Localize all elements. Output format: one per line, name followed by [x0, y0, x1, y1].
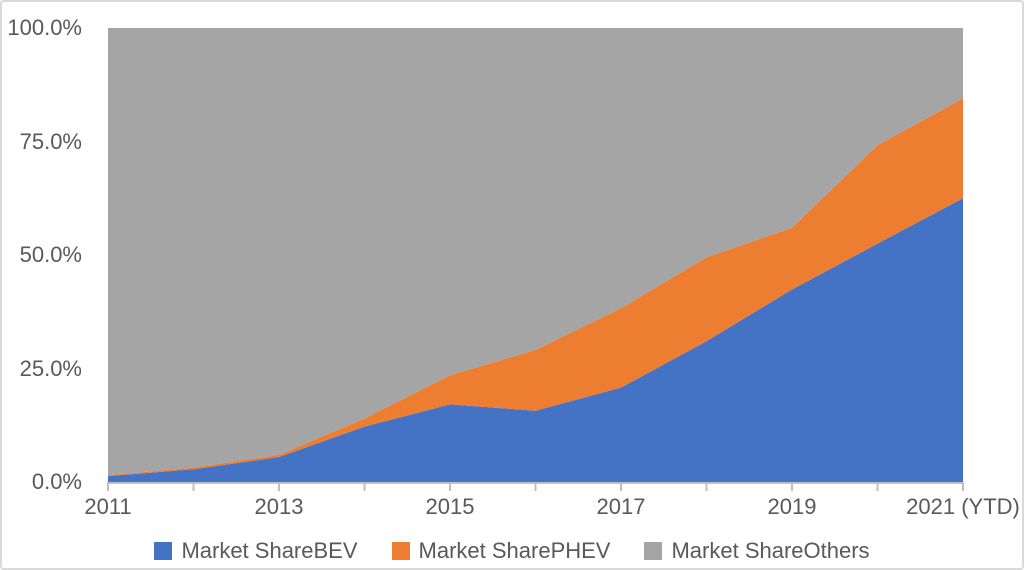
- area-market-sharephev: [108, 98, 963, 477]
- y-axis-tick-label: 25.0%: [19, 355, 82, 381]
- legend-swatch-icon: [644, 542, 663, 560]
- legend-item-market-shareothers: Market ShareOthers: [644, 538, 870, 563]
- area-market-shareothers: [108, 28, 963, 476]
- area-series-group: [108, 28, 963, 482]
- legend-swatch-icon: [154, 542, 173, 560]
- x-axis-group: [107, 482, 964, 491]
- legend-item-market-sharebev: Market ShareBEV: [154, 538, 358, 563]
- y-axis-tick-label: 75.0%: [19, 128, 82, 154]
- chart-legend: Market ShareBEV Market SharePHEV Market Sh…: [2, 540, 1022, 562]
- y-axis-tick-label: 0.0%: [31, 469, 82, 494]
- x-axis-tick-label: 2017: [596, 494, 646, 519]
- y-axis-tick-label: 100.0%: [7, 15, 82, 40]
- legend-item-market-sharephev: Market SharePHEV: [391, 538, 611, 563]
- area-market-sharebev: [108, 198, 963, 482]
- x-axis-tick-label: 2021 (YTD): [906, 494, 1020, 519]
- legend-label: Market SharePHEV: [418, 538, 611, 563]
- legend-swatch-icon: [391, 542, 410, 560]
- legend-label: Market ShareOthers: [671, 538, 870, 563]
- x-axis-tick-label: 2015: [425, 494, 475, 519]
- legend-label: Market ShareBEV: [181, 538, 358, 563]
- x-axis-tick-label: 2013: [254, 494, 304, 519]
- x-axis-tick-label: 2011: [84, 494, 132, 519]
- y-axis-tick-label: 50.0%: [19, 242, 82, 267]
- x-axis-tick-label: 2019: [767, 494, 817, 519]
